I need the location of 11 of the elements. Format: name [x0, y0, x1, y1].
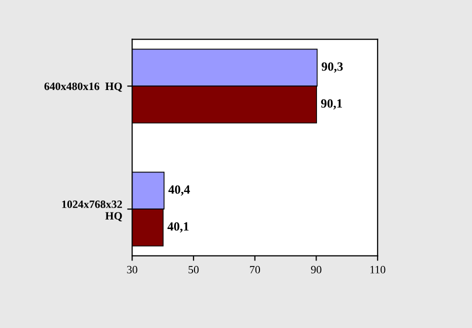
x-tick-label: 50 [188, 266, 199, 274]
x-tick-label: 30 [127, 266, 138, 274]
x-tick-label: 70 [250, 266, 260, 274]
data-label: 90,1 [321, 99, 342, 110]
y-tick-label: 640x480x16 HQ [44, 82, 122, 92]
y-tick-label: 1024x768x32 HQ [62, 200, 122, 222]
data-label: 90,3 [322, 62, 343, 73]
data-label: 40,1 [167, 222, 189, 232]
x-tick-label: 110 [370, 266, 386, 274]
data-label: 40,4 [168, 185, 190, 196]
x-tick-label: 90 [311, 266, 322, 274]
